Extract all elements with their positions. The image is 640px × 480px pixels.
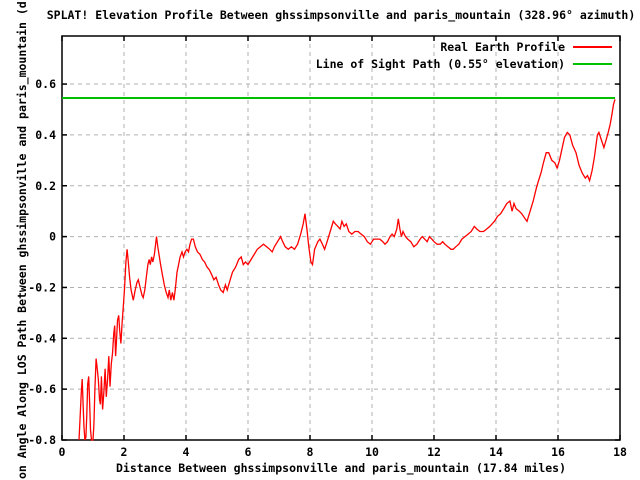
- legend-label-line-of-sight: Line of Sight Path (0.55° elevation): [315, 57, 565, 71]
- svg-text:0.2: 0.2: [35, 179, 56, 193]
- legend-line-sample-green: [573, 63, 612, 65]
- svg-text:6: 6: [245, 445, 252, 459]
- legend-entry-line-of-sight: Line of Sight Path (0.55° elevation): [316, 57, 612, 71]
- legend-entry-real-earth-profile: Real Earth Profile: [440, 40, 612, 54]
- svg-text:0: 0: [59, 445, 66, 459]
- svg-text:0.6: 0.6: [35, 77, 56, 91]
- legend-label-real-earth-profile: Real Earth Profile: [440, 40, 565, 54]
- svg-text:12: 12: [427, 445, 441, 459]
- svg-text:18: 18: [613, 445, 627, 459]
- svg-text:-0.4: -0.4: [28, 331, 56, 345]
- svg-text:14: 14: [489, 445, 503, 459]
- svg-text:8: 8: [307, 445, 314, 459]
- svg-text:-0.6: -0.6: [28, 382, 56, 396]
- legend-line-sample-red: [573, 46, 612, 48]
- chart-title: SPLAT! Elevation Profile Between ghssimp…: [46, 8, 636, 22]
- svg-text:16: 16: [551, 445, 565, 459]
- svg-text:-0.2: -0.2: [28, 280, 56, 294]
- svg-text:0: 0: [49, 230, 56, 244]
- svg-text:-0.8: -0.8: [28, 433, 56, 447]
- x-axis-label: Distance Between ghssimpsonville and par…: [115, 461, 567, 475]
- y-axis-label: on Angle Along LOS Path Between ghssimps…: [15, 1, 29, 479]
- svg-text:4: 4: [183, 445, 190, 459]
- svg-text:0.4: 0.4: [35, 128, 56, 142]
- svg-text:2: 2: [121, 445, 128, 459]
- svg-text:10: 10: [365, 445, 379, 459]
